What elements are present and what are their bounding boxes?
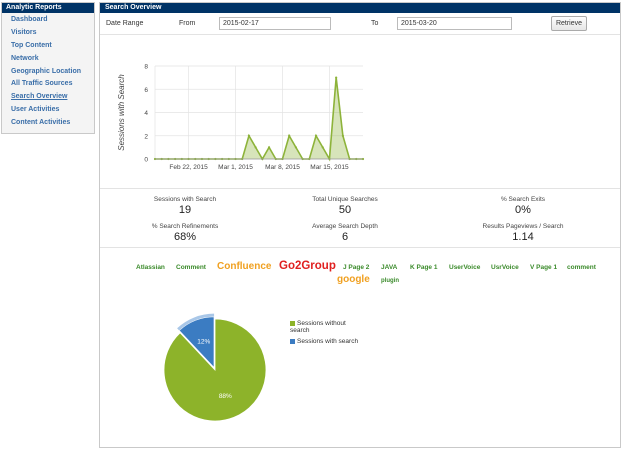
stat-title: Sessions with Search bbox=[153, 196, 217, 203]
tag-confluence[interactable]: Confluence bbox=[217, 261, 272, 272]
stats-grid: Sessions with Search 19 Total Unique Sea… bbox=[100, 190, 620, 248]
series-area bbox=[155, 77, 363, 159]
pie-slice-hover-rim bbox=[177, 313, 215, 331]
from-date-input[interactable]: 2015-02-17 bbox=[219, 17, 331, 30]
y-tick-label: 4 bbox=[144, 110, 148, 117]
sidebar-item-top-content[interactable]: Top Content bbox=[11, 41, 52, 49]
tag-plugin[interactable]: plugin bbox=[381, 278, 399, 284]
search-term-cloud: Atlassian Comment Confluence Go2Group J … bbox=[100, 259, 620, 289]
sidebar-item-dashboard[interactable]: Dashboard bbox=[11, 16, 48, 23]
legend-item-without-search: Sessions without search bbox=[290, 320, 360, 334]
stat-title: Average Search Depth bbox=[312, 223, 378, 230]
sessions-chart: 0 2 4 6 8 Feb 22, 2015 Mar 1, 2015 Mar 8, 2015 M… bbox=[100, 36, 620, 189]
sidebar-title: Analytic Reports bbox=[2, 3, 94, 13]
legend-label: Sessions with search bbox=[297, 338, 359, 345]
legend-label: Sessions without search bbox=[290, 320, 346, 334]
data-point[interactable] bbox=[254, 146, 257, 149]
stat-title: Total Unique Searches bbox=[312, 196, 378, 203]
x-tick-label: Mar 15, 2015 bbox=[310, 164, 349, 171]
stat-value: 68% bbox=[173, 231, 197, 243]
sidebar-item-content-activities[interactable]: Content Activities bbox=[11, 119, 71, 127]
data-point[interactable] bbox=[321, 146, 324, 149]
x-tick-label: Mar 8, 2015 bbox=[265, 164, 300, 171]
pie-label-with-search: 12% bbox=[197, 339, 210, 346]
stat-search-refinements: % Search Refinements 68% bbox=[100, 223, 270, 243]
legend-swatch bbox=[290, 339, 295, 344]
main-panel: Search Overview Date Range From 2015-02-… bbox=[99, 2, 621, 448]
stat-sessions-with-search: Sessions with Search 19 bbox=[100, 196, 270, 216]
data-point[interactable] bbox=[341, 134, 344, 137]
tag-uservoice[interactable]: UserVoice bbox=[449, 264, 481, 271]
stat-value: 50 bbox=[338, 204, 352, 216]
stat-value: 0% bbox=[515, 204, 531, 216]
x-tick-label: Mar 1, 2015 bbox=[218, 164, 253, 171]
pie-label-without-search: 88% bbox=[219, 393, 232, 400]
stat-value: 6 bbox=[341, 231, 349, 243]
y-tick-label: 0 bbox=[144, 157, 148, 164]
legend-item-with-search: Sessions with search bbox=[290, 338, 358, 345]
y-tick-label: 6 bbox=[144, 87, 148, 94]
tag-comment[interactable]: Comment bbox=[176, 264, 206, 271]
data-point[interactable] bbox=[294, 146, 298, 149]
sessions-area-chart: 0 2 4 6 8 Feb 22, 2015 Mar 1, 2015 Mar 8, 2015 M… bbox=[117, 64, 365, 171]
pie-slice-without-search[interactable] bbox=[163, 318, 267, 422]
stat-total-unique-searches: Total Unique Searches 50 bbox=[260, 196, 430, 216]
stat-value: 1.14 bbox=[512, 231, 534, 243]
retrieve-button[interactable]: Retrieve bbox=[551, 16, 587, 31]
x-tick-label: Feb 22, 2015 bbox=[169, 164, 208, 171]
to-date-input[interactable]: 2015-03-20 bbox=[397, 17, 512, 30]
stat-value: 19 bbox=[178, 204, 192, 216]
tag-google[interactable]: google bbox=[337, 274, 370, 285]
y-tick-label: 2 bbox=[144, 133, 148, 140]
sessions-pie-chart: 12% 88% Sessions without search Sessions … bbox=[100, 303, 620, 448]
sidebar-item-search-overview[interactable]: Search Overview bbox=[11, 93, 68, 101]
sidebar-item-all-traffic-sources[interactable]: All Traffic Sources bbox=[11, 80, 73, 88]
stat-title: % Search Exits bbox=[500, 196, 546, 203]
y-tick-label: 8 bbox=[144, 64, 148, 71]
stat-title: Results Pageviews / Search bbox=[482, 223, 564, 230]
data-point[interactable] bbox=[267, 146, 271, 149]
pie-chart: 12% 88% bbox=[163, 313, 267, 422]
data-point[interactable] bbox=[314, 134, 318, 137]
stat-title: % Search Refinements bbox=[151, 223, 219, 230]
data-point[interactable] bbox=[247, 134, 251, 137]
stat-results-pageviews-per-search: Results Pageviews / Search 1.14 bbox=[438, 223, 608, 243]
stat-search-exits: % Search Exits 0% bbox=[438, 196, 608, 216]
tag-usrvoice[interactable]: UsrVoice bbox=[491, 264, 519, 271]
y-axis-label: Sessions with Search bbox=[117, 74, 126, 151]
sidebar-item-geographic-location[interactable]: Geographic Location bbox=[11, 67, 82, 75]
stat-average-search-depth: Average Search Depth 6 bbox=[260, 223, 430, 243]
sidebar-item-user-activities[interactable]: User Activities bbox=[11, 106, 60, 114]
tag-j-page-2[interactable]: J Page 2 bbox=[343, 264, 370, 271]
data-point[interactable] bbox=[288, 134, 291, 137]
legend-swatch bbox=[290, 321, 295, 326]
tag-java[interactable]: JAVA bbox=[381, 264, 398, 271]
tag-comment-lowercase[interactable]: comment bbox=[567, 264, 596, 271]
tag-go2group[interactable]: Go2Group bbox=[279, 260, 336, 272]
tag-k-page-1[interactable]: K Page 1 bbox=[410, 264, 438, 271]
date-range-label: Date Range bbox=[106, 20, 144, 27]
sidebar-menu: Dashboard Visitors Top Content Network G… bbox=[2, 13, 94, 133]
sidebar-item-visitors[interactable]: Visitors bbox=[11, 28, 37, 36]
sidebar: Analytic Reports Dashboard Visitors Top … bbox=[1, 2, 95, 135]
tag-v-page-1[interactable]: V Page 1 bbox=[530, 264, 558, 271]
from-label: From bbox=[179, 20, 196, 27]
data-point[interactable] bbox=[335, 76, 338, 79]
panel-title: Search Overview bbox=[100, 3, 620, 13]
sidebar-item-network[interactable]: Network bbox=[11, 54, 39, 62]
to-label: To bbox=[371, 20, 379, 27]
date-filter: Date Range From 2015-02-17 To 2015-03-20… bbox=[100, 13, 620, 35]
tag-atlassian[interactable]: Atlassian bbox=[136, 264, 165, 271]
